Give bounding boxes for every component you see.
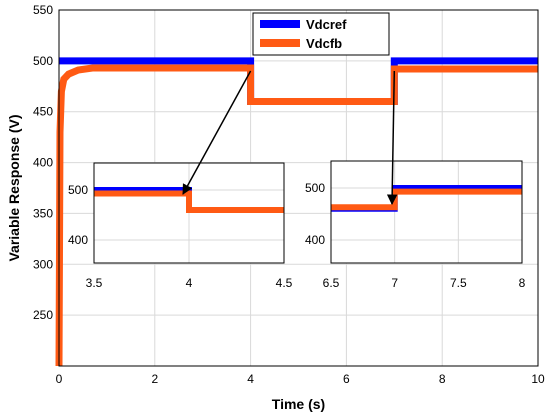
zoom-arrow <box>182 70 252 195</box>
y-tick-label: 500 <box>33 54 53 68</box>
y-axis-label: Variable Response (V) <box>6 114 22 261</box>
legend-label-vdcref: Vdcref <box>306 17 347 32</box>
inset-y-tick-label: 500 <box>68 183 88 197</box>
inset-x-tick-label: 4 <box>186 276 193 290</box>
y-tick-label: 400 <box>33 156 53 170</box>
x-tick-label: 4 <box>247 372 254 386</box>
inset-frame <box>93 162 285 264</box>
zoom-arrow <box>386 71 398 206</box>
y-tick-label: 550 <box>33 3 53 17</box>
inset-area <box>331 161 522 263</box>
inset-x-tick-label: 4.5 <box>276 276 293 290</box>
inset-series-vdcfb <box>94 190 284 213</box>
plot-frame <box>58 9 539 367</box>
inset-x-tick-label: 3.5 <box>86 276 103 290</box>
y-tick-label: 450 <box>33 105 53 119</box>
inset-x-tick-label: 8 <box>519 276 526 290</box>
inset-x-tick-label: 6.5 <box>323 276 340 290</box>
inset-x-tick-label: 7.5 <box>450 276 467 290</box>
inset-x-tick-label: 7 <box>391 276 398 290</box>
x-tick-label: 10 <box>531 372 545 386</box>
inset-frame <box>330 160 523 264</box>
legend-label-vdcfb: Vdcfb <box>306 36 342 51</box>
x-axis-label: Time (s) <box>272 396 325 412</box>
x-tick-label: 2 <box>151 372 158 386</box>
x-tick-label: 0 <box>56 372 63 386</box>
inset-y-tick-label: 400 <box>305 233 325 247</box>
inset-y-tick-label: 400 <box>68 233 88 247</box>
inset-y-tick-label: 500 <box>305 181 325 195</box>
x-tick-label: 8 <box>439 372 446 386</box>
y-tick-label: 250 <box>33 308 53 322</box>
y-tick-label: 350 <box>33 206 53 220</box>
x-tick-label: 6 <box>343 372 350 386</box>
y-tick-label: 300 <box>33 257 53 271</box>
